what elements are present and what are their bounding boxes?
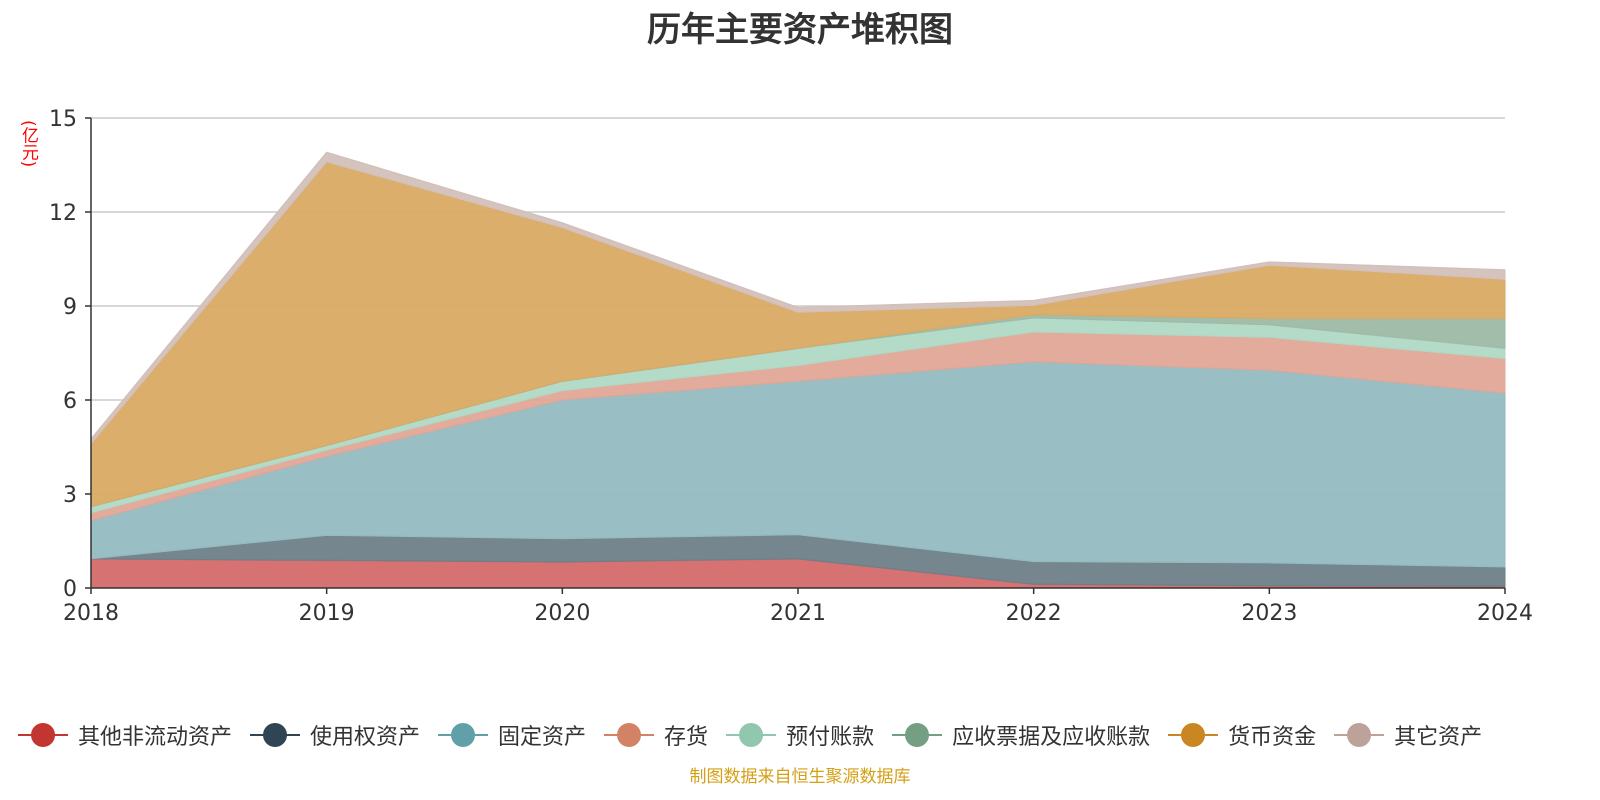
legend-item[interactable]: 其它资产 [1334, 719, 1482, 751]
legend-label: 存货 [664, 725, 709, 750]
y-tick-label: 12 [49, 201, 77, 226]
legend-dot [1347, 723, 1372, 747]
y-tick-label: 0 [63, 577, 77, 602]
area-series-layer [90, 151, 1506, 589]
legend-marker-icon [250, 723, 301, 747]
legend-dot [617, 723, 642, 747]
legend-label: 其他非流动资产 [78, 725, 233, 750]
legend-dot [263, 723, 288, 747]
legend-dot [739, 723, 764, 747]
series-line-8 [90, 151, 1506, 440]
legend-marker-icon [892, 723, 943, 747]
legend-marker-icon [438, 723, 489, 747]
x-tick-label: 2022 [1006, 601, 1062, 626]
x-tick-label: 2018 [63, 601, 119, 626]
legend-item[interactable]: 存货 [604, 719, 708, 751]
legend-marker-icon [1334, 723, 1385, 747]
axes [85, 117, 1506, 594]
legend-dot [905, 723, 930, 747]
y-tick-label: 3 [63, 483, 77, 508]
legend-dot [31, 723, 55, 747]
y-tick-label: 9 [63, 295, 77, 320]
y-tick-label: 6 [63, 389, 77, 414]
legend-label: 预付账款 [786, 725, 875, 750]
legend-label: 使用权资产 [310, 725, 421, 750]
legend-marker-icon [726, 723, 777, 747]
y-axis-unit-label: (亿元) [18, 120, 38, 168]
x-tick-label: 2021 [770, 601, 826, 626]
legend-label: 固定资产 [498, 725, 587, 750]
stacked-area-chart: 0 3 6 9 12 15 2018 2019 2020 2021 2022 2023 2024 [49, 107, 1533, 626]
legend-item[interactable]: 预付账款 [726, 719, 874, 751]
legend-item[interactable]: 应收票据及应收账款 [892, 719, 1150, 751]
x-tick-label: 2019 [299, 601, 355, 626]
legend-marker-icon [1168, 723, 1219, 747]
x-tick-label: 2020 [534, 601, 590, 626]
x-tick-label: 2024 [1477, 601, 1533, 626]
legend: 其他非流动资产 使用权资产 固定资产 存货 预付账款 应收票据及应收账款 货币资金 其它资产 [18, 717, 1598, 753]
legend-label: 其它资产 [1394, 725, 1483, 750]
source-note: 制图数据来自恒生聚源数据库 [689, 767, 911, 787]
tick-labels: 0 3 6 9 12 15 2018 2019 2020 2021 2022 2023 2024 [49, 107, 1533, 626]
legend-dot [451, 723, 476, 747]
legend-label: 货币资金 [1228, 725, 1317, 750]
legend-item[interactable]: 使用权资产 [250, 719, 420, 751]
x-tick-label: 2023 [1241, 601, 1297, 626]
legend-item[interactable]: 货币资金 [1168, 719, 1316, 751]
y-tick-label: 15 [49, 107, 77, 132]
legend-item[interactable]: 固定资产 [438, 719, 586, 751]
chart-title: 历年主要资产堆积图 [647, 10, 953, 50]
legend-marker-icon [18, 723, 68, 747]
legend-marker-icon [604, 723, 655, 747]
legend-label: 应收票据及应收账款 [952, 725, 1151, 750]
legend-item[interactable]: 其他非流动资产 [18, 719, 232, 751]
legend-dot [1181, 723, 1206, 747]
